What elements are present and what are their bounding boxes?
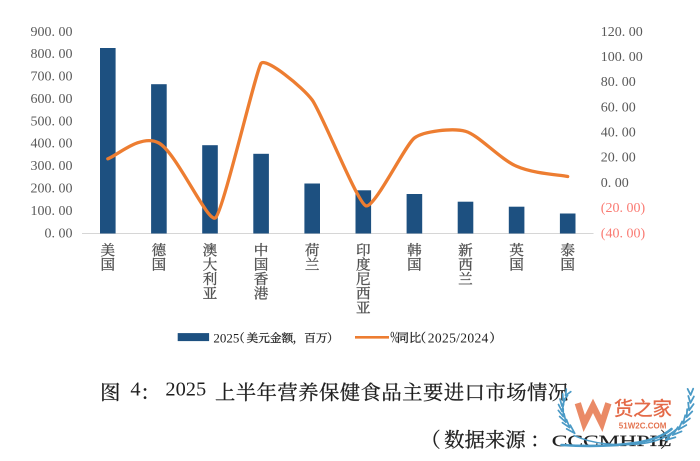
svg-text:2025/2024: 2025/2024	[428, 330, 489, 345]
svg-text:60. 00: 60. 00	[601, 100, 636, 115]
svg-text:0. 00: 0. 00	[601, 176, 629, 191]
svg-text:100. 00: 100. 00	[601, 50, 643, 65]
svg-text:100. 00: 100. 00	[31, 204, 73, 219]
svg-text:500. 00: 500. 00	[31, 114, 73, 129]
svg-text:0. 00: 0. 00	[45, 226, 73, 241]
svg-text:600. 00: 600. 00	[31, 92, 73, 107]
svg-text:(40. 00): (40. 00)	[601, 226, 646, 241]
svg-text:120. 00: 120. 00	[601, 25, 643, 40]
svg-text:300. 00: 300. 00	[31, 159, 73, 174]
svg-text:800. 00: 800. 00	[31, 47, 73, 62]
svg-text:200. 00: 200. 00	[31, 182, 73, 197]
svg-text:900. 00: 900. 00	[31, 25, 73, 40]
svg-text:2025: 2025	[213, 330, 239, 345]
svg-text:40. 00: 40. 00	[601, 126, 636, 141]
svg-text:20. 00: 20. 00	[601, 151, 636, 166]
svg-text:2025: 2025	[165, 378, 206, 400]
svg-text:(20. 00): (20. 00)	[601, 201, 646, 216]
svg-text:80. 00: 80. 00	[601, 75, 636, 90]
svg-text:700. 00: 700. 00	[31, 70, 73, 85]
svg-text:4: 4	[130, 378, 140, 400]
svg-text:400. 00: 400. 00	[31, 137, 73, 152]
svg-text:51W2C.COM: 51W2C.COM	[619, 421, 667, 430]
